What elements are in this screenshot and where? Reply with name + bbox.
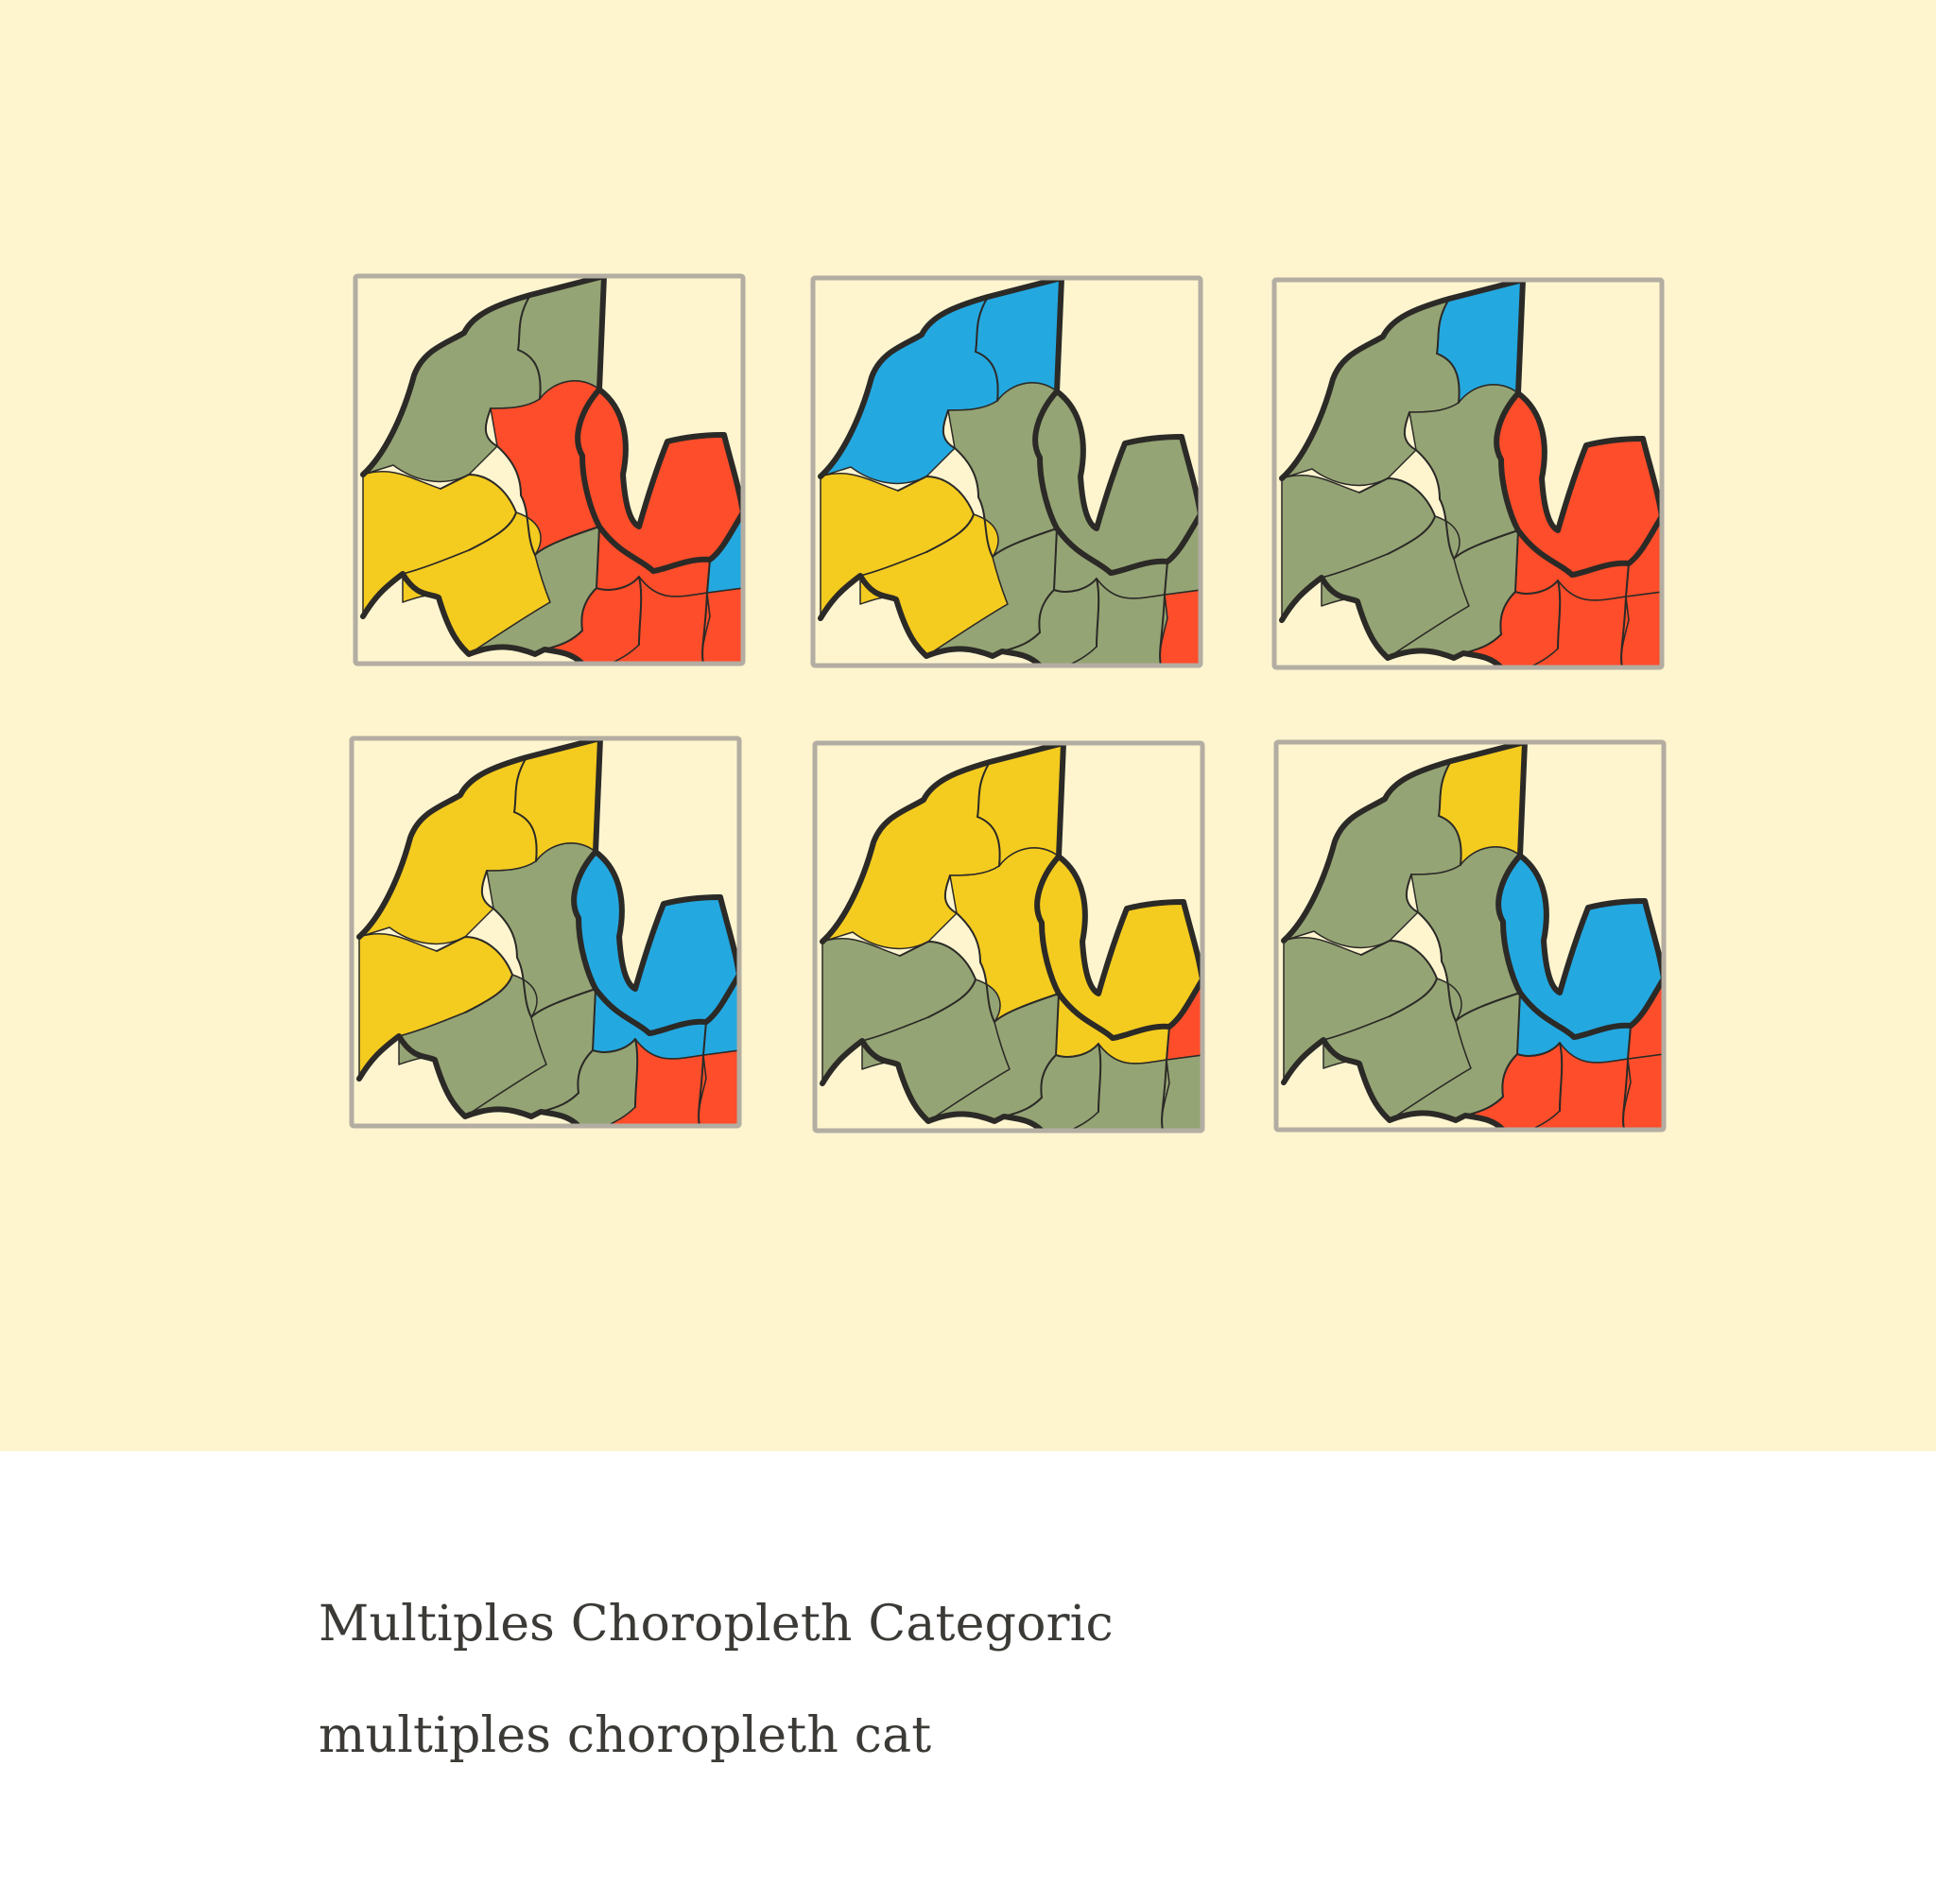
small-multiples-grid [349, 273, 1667, 1134]
map-frame [349, 736, 742, 1129]
map-outline [356, 738, 739, 1126]
region-borders [1360, 760, 1632, 1130]
map-region [1622, 1053, 1664, 1130]
illustration-panel [0, 0, 1936, 1451]
map-frame [810, 275, 1203, 668]
map-multiple [349, 736, 742, 1129]
map-outline [1281, 742, 1664, 1130]
caption-title: Multiples Choropleth Categoric [319, 1596, 1114, 1653]
region-borders [1358, 298, 1630, 667]
map-frame [1273, 739, 1667, 1133]
map-region [1161, 1054, 1202, 1131]
map-region [1159, 589, 1201, 666]
region-borders [436, 756, 707, 1126]
map-outline [820, 743, 1202, 1131]
region-borders [440, 294, 711, 664]
map-frame [812, 740, 1205, 1134]
caption: Multiples Choropleth Categoric multiples… [319, 1596, 1737, 1764]
map-region [698, 1049, 739, 1126]
region-borders [897, 296, 1168, 666]
map-frame [1271, 277, 1665, 670]
caption-slug: multiples choropleth cat [319, 1707, 932, 1764]
region-borders [899, 761, 1170, 1131]
map-region [1620, 591, 1662, 667]
map-multiple [353, 273, 746, 666]
map-multiple [810, 275, 1203, 668]
map-multiple [812, 740, 1205, 1134]
map-outline [360, 276, 743, 664]
map-multiple [1271, 277, 1665, 670]
map-frame [353, 273, 746, 666]
map-outline [818, 278, 1201, 666]
map-outline [1279, 280, 1662, 667]
map-multiple [1273, 739, 1667, 1133]
map-region [701, 587, 743, 664]
